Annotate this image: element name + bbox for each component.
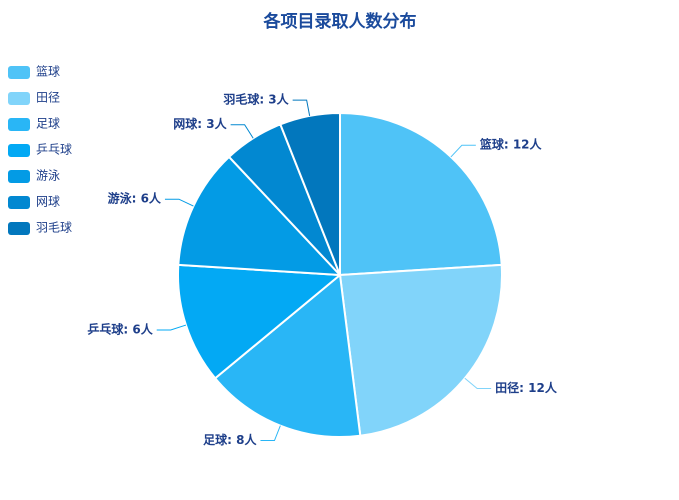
data-label: 田径: 12人 xyxy=(495,380,558,395)
data-label: 足球: 8人 xyxy=(203,432,257,447)
legend-label[interactable]: 网球 xyxy=(36,195,60,209)
data-label: 乒乓球: 6人 xyxy=(87,322,153,337)
pie-slice[interactable] xyxy=(177,155,341,276)
legend-swatch[interactable] xyxy=(8,92,30,105)
chart-title: 各项目录取人数分布 xyxy=(263,11,417,32)
pie-slice[interactable] xyxy=(177,263,341,380)
leader-line xyxy=(292,99,311,116)
legend-label[interactable]: 足球 xyxy=(36,117,60,131)
legend-swatch[interactable] xyxy=(8,144,30,157)
data-label: 游泳: 6人 xyxy=(108,191,162,206)
leader-line xyxy=(260,425,281,442)
leader-line xyxy=(156,324,187,331)
data-label: 羽毛球: 3人 xyxy=(223,92,289,107)
pie-slice[interactable] xyxy=(339,112,503,276)
legend-swatch[interactable] xyxy=(8,66,30,79)
legend-swatch[interactable] xyxy=(8,118,30,131)
legend-label[interactable]: 篮球 xyxy=(36,64,60,79)
legend-label[interactable]: 田径 xyxy=(36,91,60,105)
pie-slice[interactable] xyxy=(339,263,503,437)
legend-label[interactable]: 游泳 xyxy=(36,169,60,183)
leader-line xyxy=(464,377,492,389)
data-label: 篮球: 12人 xyxy=(479,137,543,152)
leader-line xyxy=(230,124,254,139)
data-label: 网球: 3人 xyxy=(173,116,227,131)
legend-swatch[interactable] xyxy=(8,222,30,235)
leader-line xyxy=(450,144,476,158)
legend-swatch[interactable] xyxy=(8,196,30,209)
legend-swatch[interactable] xyxy=(8,170,30,183)
legend-label[interactable]: 乒乓球 xyxy=(36,143,72,157)
legend-label[interactable]: 羽毛球 xyxy=(36,221,72,235)
leader-line xyxy=(164,198,194,207)
